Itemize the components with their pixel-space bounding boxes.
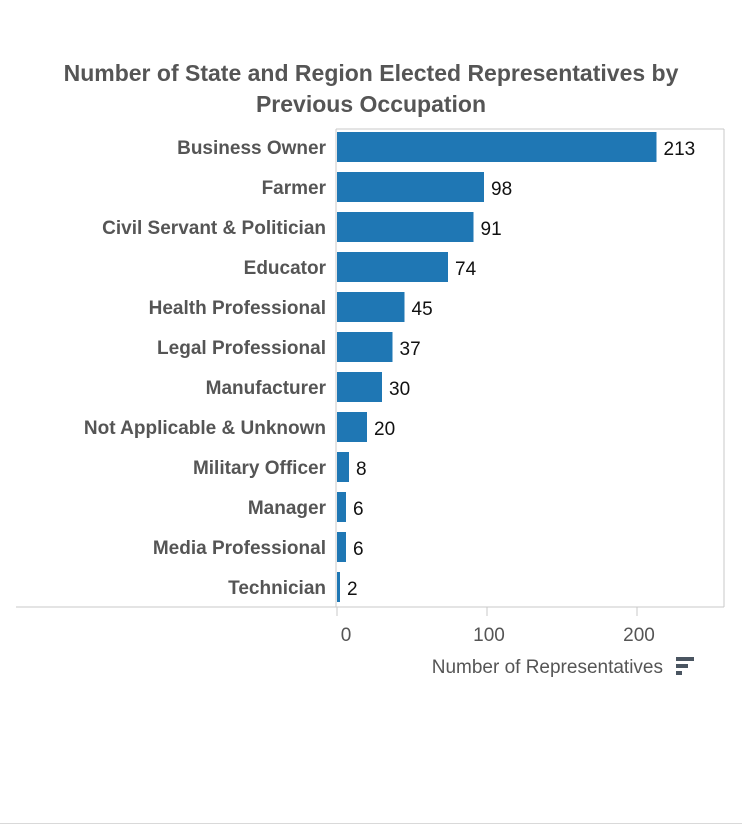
- category-label: Manufacturer: [206, 378, 327, 399]
- value-label: 2: [347, 579, 358, 600]
- bar[interactable]: [337, 372, 382, 402]
- x-tick-label: 0: [341, 625, 352, 646]
- bar[interactable]: [337, 452, 349, 482]
- chart-title-line-1: Number of State and Region Elected Repre…: [63, 60, 679, 86]
- value-label: 213: [664, 139, 696, 160]
- category-label: Farmer: [262, 178, 327, 199]
- category-label: Media Professional: [153, 538, 326, 559]
- category-label: Health Professional: [149, 298, 326, 319]
- chart-title: Number of State and Region Elected Repre…: [0, 58, 742, 120]
- bar[interactable]: [337, 132, 657, 162]
- sort-icon-bar: [676, 671, 682, 675]
- bar[interactable]: [337, 532, 346, 562]
- chart-title-line-2: Previous Occupation: [255, 91, 487, 117]
- x-axis-title: Number of Representatives: [432, 657, 663, 678]
- category-label: Business Owner: [177, 138, 326, 159]
- x-tick-label: 200: [623, 625, 655, 646]
- bars: [337, 132, 657, 602]
- category-label: Technician: [228, 578, 326, 599]
- x-axis-ticks: 0 100 200: [336, 607, 655, 646]
- category-label: Legal Professional: [157, 338, 326, 359]
- category-label: Manager: [248, 498, 327, 519]
- value-label: 6: [353, 539, 364, 560]
- plot-frame: [16, 128, 725, 608]
- bar[interactable]: [337, 412, 367, 442]
- bar[interactable]: [337, 332, 393, 362]
- bar[interactable]: [337, 172, 484, 202]
- bar[interactable]: [337, 492, 346, 522]
- sort-icon-bar: [676, 657, 694, 661]
- bar[interactable]: [337, 292, 405, 322]
- bottom-divider: [0, 823, 742, 824]
- category-label: Military Officer: [193, 458, 327, 479]
- category-label: Not Applicable & Unknown: [84, 418, 326, 439]
- value-label: 74: [455, 259, 477, 280]
- sort-descending-icon[interactable]: [676, 657, 694, 675]
- value-label: 91: [481, 219, 502, 240]
- bar[interactable]: [337, 572, 340, 602]
- value-label: 98: [491, 179, 512, 200]
- bar[interactable]: [337, 252, 448, 282]
- bar[interactable]: [337, 212, 474, 242]
- category-label: Educator: [244, 258, 327, 279]
- value-label: 6: [353, 499, 364, 520]
- value-label: 45: [412, 299, 433, 320]
- x-tick-label: 100: [473, 625, 505, 646]
- category-labels: Business Owner Farmer Civil Servant & Poli…: [84, 138, 327, 599]
- value-label: 30: [389, 379, 410, 400]
- value-label: 8: [356, 459, 367, 480]
- value-label: 20: [374, 419, 395, 440]
- category-label: Civil Servant & Politician: [102, 218, 326, 239]
- value-label: 37: [400, 339, 421, 360]
- sort-icon-bar: [676, 664, 688, 668]
